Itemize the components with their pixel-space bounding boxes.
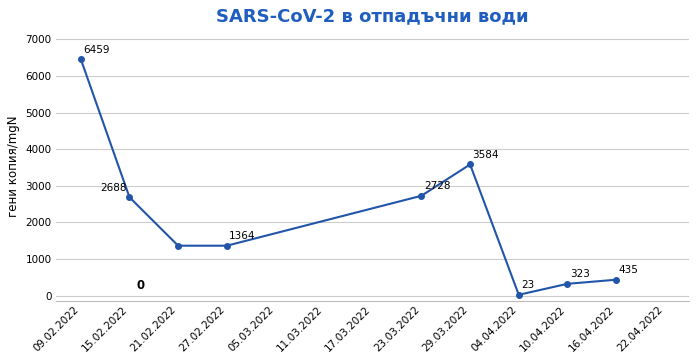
- Text: 2728: 2728: [424, 181, 450, 192]
- Text: 6459: 6459: [84, 45, 110, 55]
- Text: 435: 435: [619, 265, 638, 275]
- Y-axis label: гени копия/mgN: гени копия/mgN: [7, 116, 20, 217]
- Title: SARS-CoV-2 в отпадъчни води: SARS-CoV-2 в отпадъчни води: [216, 7, 529, 25]
- Text: 3584: 3584: [473, 150, 499, 160]
- Text: 23: 23: [521, 280, 535, 291]
- Text: 0: 0: [137, 279, 145, 292]
- Text: 1364: 1364: [229, 231, 255, 241]
- Text: 2688: 2688: [100, 183, 127, 193]
- Text: 323: 323: [570, 269, 590, 279]
